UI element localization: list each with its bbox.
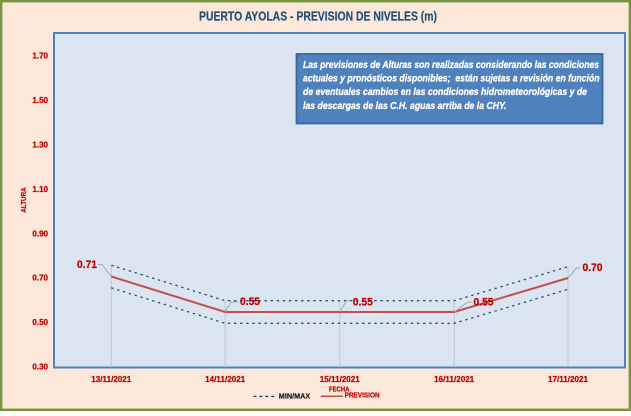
svg-text:0.90: 0.90	[32, 229, 48, 238]
svg-text:actuales y pronósticos disponi: actuales y pronósticos disponibles; está…	[303, 74, 600, 85]
svg-text:13/11/2021: 13/11/2021	[91, 375, 132, 384]
svg-text:0.71: 0.71	[77, 259, 97, 271]
svg-text:1.50: 1.50	[32, 96, 48, 105]
svg-text:de eventuales cambios en las c: de eventuales cambios en las condiciones…	[303, 87, 587, 98]
svg-text:ALTURA: ALTURA	[19, 187, 28, 213]
svg-text:0.55: 0.55	[353, 297, 373, 309]
svg-text:0.70: 0.70	[583, 262, 603, 274]
svg-text:Las previsiones de Alturas son: Las previsiones de Alturas son realizada…	[303, 60, 599, 71]
svg-text:MIN/MAX: MIN/MAX	[279, 392, 310, 401]
svg-text:0.55: 0.55	[240, 296, 260, 308]
svg-text:0.30: 0.30	[32, 363, 48, 372]
svg-text:PUERTO AYOLAS - PREVISION DE N: PUERTO AYOLAS - PREVISION DE NIVELES (m)	[199, 9, 437, 24]
svg-text:0.55: 0.55	[474, 297, 494, 309]
svg-text:1.70: 1.70	[32, 52, 48, 61]
svg-text:1.10: 1.10	[32, 185, 48, 194]
svg-text:0.70: 0.70	[32, 274, 48, 283]
svg-text:14/11/2021: 14/11/2021	[205, 375, 246, 384]
svg-text:15/11/2021: 15/11/2021	[320, 375, 361, 384]
svg-text:0.50: 0.50	[32, 318, 48, 327]
svg-text:FECHA: FECHA	[329, 385, 350, 394]
svg-text:16/11/2021: 16/11/2021	[434, 375, 475, 384]
svg-text:1.30: 1.30	[32, 141, 48, 150]
svg-text:17/11/2021: 17/11/2021	[548, 375, 589, 384]
svg-text:las descargas de las C.H. agua: las descargas de las C.H. aguas arriba d…	[303, 101, 507, 112]
svg-text:PREVISION: PREVISION	[345, 391, 380, 400]
